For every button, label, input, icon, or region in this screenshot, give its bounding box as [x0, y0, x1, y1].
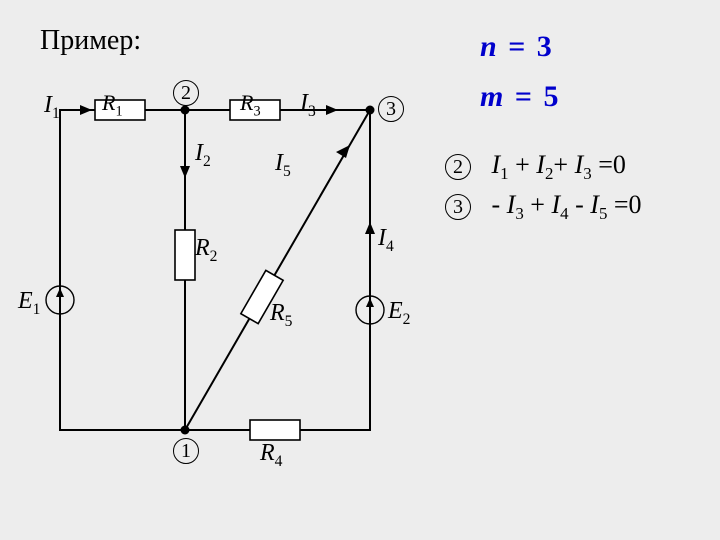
label-R2: R2 — [195, 235, 217, 266]
label-E2: E2 — [388, 298, 410, 329]
label-R1: R1 — [102, 90, 123, 120]
node-2: 2 — [173, 80, 199, 106]
label-I1: I1 — [44, 92, 60, 123]
label-R4: R4 — [260, 440, 282, 471]
label-I4: I4 — [378, 225, 394, 256]
node-1: 1 — [173, 438, 199, 464]
circuit-diagram — [0, 0, 720, 540]
label-I3: I3 — [300, 90, 316, 121]
label-R5: R5 — [270, 300, 292, 331]
label-I5: I5 — [275, 150, 291, 181]
label-E1: E1 — [18, 288, 40, 319]
label-I2: I2 — [195, 140, 211, 171]
node-3: 3 — [378, 96, 404, 122]
label-R3: R3 — [240, 90, 261, 120]
